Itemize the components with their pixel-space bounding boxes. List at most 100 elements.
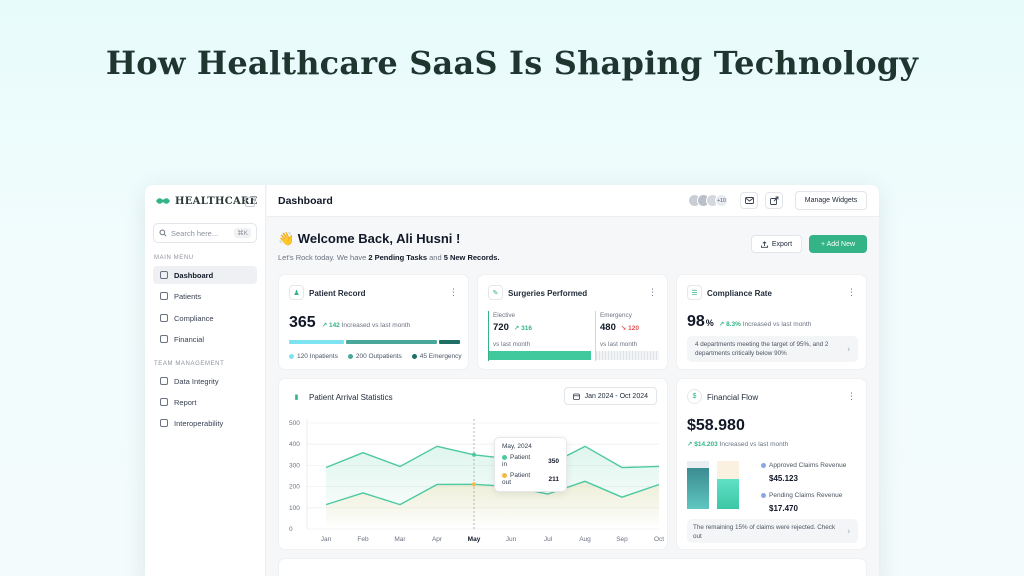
x-tick-label-4: May — [468, 536, 481, 543]
card-title: Patient Arrival Statistics — [309, 393, 393, 402]
patient-icon: ♟ — [289, 285, 304, 300]
more-options-icon[interactable]: ⋮ — [847, 287, 856, 297]
sidebar-item-label: Data Integrity — [174, 376, 219, 386]
checklist-icon: ☰ — [687, 285, 702, 300]
brand-logo-icon — [156, 198, 170, 204]
search-input[interactable]: Search here... — [171, 228, 219, 238]
sidebar-search[interactable]: Search here... ⌘K — [153, 223, 257, 243]
sidebar-item-label: Interoperability — [174, 418, 224, 428]
bar-chart-icon: ▮ — [294, 393, 299, 401]
x-tick-label-8: Sep — [616, 536, 628, 543]
brand: HEALTHCARE — [155, 195, 258, 207]
team-management-label: TEAM MANAGEMENT — [154, 361, 225, 367]
export-button[interactable]: Export — [751, 235, 802, 253]
legend-outpatients: 200 Outpatients — [347, 353, 402, 360]
elective-label: Elective — [493, 312, 516, 319]
approved-bar-track — [687, 461, 709, 509]
x-tick-label-3: Apr — [432, 536, 443, 543]
x-tick-label-7: Aug — [579, 536, 591, 543]
patient-legend: 120 Inpatients 200 Outpatients 45 Emerge… — [289, 353, 462, 360]
sidebar-item-label: Compliance — [174, 313, 214, 323]
tooltip-out-value: 211 — [548, 475, 560, 483]
more-options-icon[interactable]: ⋮ — [648, 287, 657, 297]
legend-emergency: 45 Emergency — [411, 353, 462, 360]
calendar-icon — [572, 393, 580, 400]
card-title: Financial Flow — [707, 393, 759, 402]
x-tick-label-2: Mar — [394, 536, 406, 543]
series-line-0 — [325, 445, 660, 469]
syringe-icon: ✎ — [488, 285, 503, 300]
grid-icon — [160, 419, 168, 427]
x-tick-label-6: Jul — [544, 536, 553, 543]
sidebar-item-patients[interactable]: Patients — [153, 287, 257, 305]
x-tick-label-1: Feb — [357, 536, 369, 543]
more-options-icon[interactable]: ⋮ — [847, 391, 856, 401]
pending-label: Pending Claims Revenue — [769, 492, 843, 499]
dollar-icon: $ — [687, 389, 702, 404]
search-shortcut: ⌘K — [234, 228, 251, 238]
elective-bar — [489, 351, 591, 360]
patient-segment-1 — [345, 340, 438, 344]
date-range-label: Jan 2024 - Oct 2024 — [584, 392, 648, 400]
compliance-note-text: 4 departments meeting the target of 95%,… — [695, 341, 829, 357]
patient-record-card: ♟ Patient Record ⋮ 365 ↗ 142 Increased v… — [278, 274, 469, 370]
financial-note-text: The remaining 15% of claims were rejecte… — [693, 524, 836, 540]
y-tick-label-4: 400 — [289, 441, 300, 448]
tooltip-title: May, 2024 — [502, 443, 532, 450]
sidebar-item-report[interactable]: Report — [153, 393, 257, 411]
mail-icon — [744, 197, 754, 204]
sidebar-item-financial[interactable]: Financial — [153, 330, 257, 348]
patient-count: 365 — [289, 314, 316, 331]
welcome-title: 👋 Welcome Back, Ali Husni ! — [278, 231, 461, 246]
manage-widgets-button[interactable]: Manage Widgets — [795, 191, 867, 210]
financial-flow-card: $ Financial Flow ⋮ $58.980 ↗ $14.203 Inc… — [676, 378, 867, 550]
elective-vs-label: vs last month — [493, 341, 531, 348]
more-options-icon[interactable]: ⋮ — [449, 287, 458, 297]
card-title: Surgeries Performed — [508, 289, 588, 298]
trend-text: Increased vs last month — [742, 321, 812, 328]
avatar-more[interactable]: +10 — [715, 194, 728, 207]
pending-value: $17.470 — [769, 504, 798, 513]
users-icon — [160, 292, 168, 300]
elective-value: 720 — [493, 322, 509, 333]
topbar: Dashboard +10 Manage Widgets — [267, 185, 879, 217]
date-range-picker[interactable]: Jan 2024 - Oct 2024 — [563, 387, 657, 405]
sidebar-collapse-icon[interactable] — [245, 197, 255, 207]
approved-label: Approved Claims Revenue — [769, 462, 847, 469]
welcome-sub-mid: and — [427, 253, 444, 262]
emergency-bar — [596, 351, 659, 360]
sidebar-item-label: Patients — [174, 291, 202, 301]
sidebar: HEALTHCARE Search here... ⌘K MAIN MENU D… — [145, 185, 266, 576]
trend-value: ↗ 8.3% — [718, 321, 741, 328]
compliance-unit: % — [705, 318, 714, 328]
tooltip-in-label: Patient in — [502, 454, 531, 468]
mail-button[interactable] — [740, 192, 758, 209]
sidebar-item-dashboard[interactable]: Dashboard — [153, 266, 257, 284]
chevron-right-icon: › — [847, 526, 850, 536]
sidebar-item-data-integrity[interactable]: Data Integrity — [153, 372, 257, 390]
financial-total: $58.980 — [687, 417, 745, 434]
financial-note[interactable]: The remaining 15% of claims were rejecte… — [687, 519, 858, 543]
compliance-value: 98 — [687, 313, 705, 330]
export-label: Export — [771, 240, 793, 248]
report-icon — [160, 398, 168, 406]
tooltip-in-value: 350 — [548, 457, 559, 465]
add-new-button[interactable]: + Add New — [809, 235, 867, 253]
sidebar-item-compliance[interactable]: Compliance — [153, 309, 257, 327]
share-button[interactable] — [765, 192, 783, 209]
series-point-0 — [472, 452, 476, 457]
clipboard-icon — [160, 314, 168, 322]
compliance-note[interactable]: 4 departments meeting the target of 95%,… — [687, 336, 858, 362]
card-title: Compliance Rate — [707, 289, 772, 298]
sidebar-item-interoperability[interactable]: Interoperability — [153, 414, 257, 432]
chevron-right-icon: › — [847, 344, 850, 354]
share-icon — [769, 196, 778, 205]
search-icon — [159, 229, 167, 237]
tooltip-out-label: Patient out — [502, 472, 531, 486]
x-tick-label-0: Jan — [321, 536, 332, 543]
sidebar-item-label: Financial — [174, 334, 205, 344]
surgeries-card: ✎ Surgeries Performed ⋮ Elective 720 ↗ 3… — [477, 274, 668, 370]
y-tick-label-0: 0 — [289, 526, 293, 533]
team-avatars[interactable]: +10 — [688, 194, 728, 207]
page-headline: How Healthcare SaaS Is Shaping Technolog… — [105, 44, 919, 82]
